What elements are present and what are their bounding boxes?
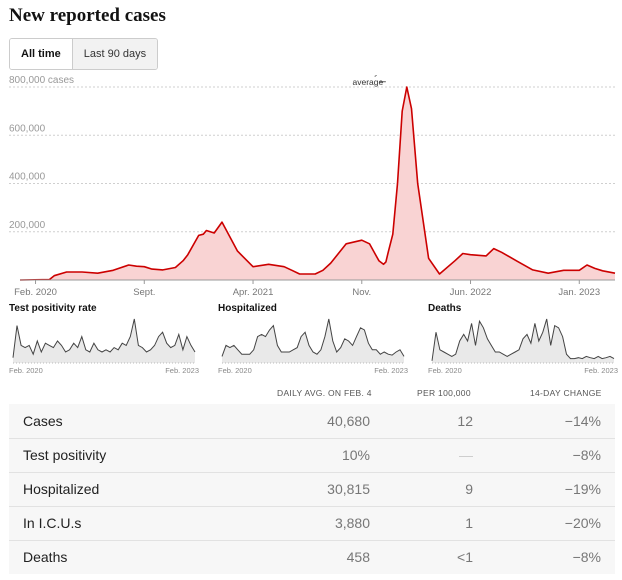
x-tick-label: Jun. 2022	[450, 287, 492, 298]
x-tick-label: Nov.	[352, 287, 371, 298]
annotation-line-2: average	[352, 77, 383, 87]
table-row-icu: In I.C.U.s 3,880 1 −20%	[9, 506, 615, 541]
mini-line	[12, 318, 196, 358]
stats-table: Cases 40,680 12 −14% Test positivity 10%…	[9, 404, 615, 574]
mini-x-label-end: Feb. 2023	[584, 366, 618, 375]
header-14-day-change: 14-DAY CHANGE	[530, 388, 602, 398]
per-100k-value: 9	[465, 481, 473, 497]
x-tick-label: Sept.	[133, 287, 155, 298]
hospitalized-plot: Feb. 2020 Feb. 2023	[218, 318, 408, 375]
x-tick-label: Jan. 2023	[558, 287, 600, 298]
y-tick-label: 200,000	[9, 220, 46, 231]
table-row-hospitalized: Hospitalized 30,815 9 −19%	[9, 472, 615, 507]
deaths-plot: Feb. 2020 Feb. 2023	[428, 318, 618, 375]
y-tick-label: 600,000	[9, 123, 46, 134]
all-time-button[interactable]: All time	[10, 39, 72, 69]
annotation-line-1: 7-day	[357, 75, 379, 77]
deaths-chart: Deaths Feb. 2020 Feb. 2023	[428, 303, 618, 378]
daily-avg-value: 10%	[341, 447, 370, 463]
last-90-days-button[interactable]: Last 90 days	[71, 39, 158, 69]
per-100k-value: 1	[465, 515, 473, 531]
test-positivity-plot: Feb. 2020 Feb. 2023	[9, 318, 199, 375]
daily-avg-value: 458	[346, 549, 370, 565]
mini-area	[432, 319, 614, 363]
daily-avg-value: 40,680	[327, 413, 370, 429]
deaths-title: Deaths	[428, 303, 462, 314]
header-per-100k: PER 100,000	[417, 388, 471, 398]
metric-label: Cases	[23, 413, 63, 429]
time-range-toggle: All time Last 90 days	[9, 38, 159, 70]
daily-avg-value: 30,815	[327, 481, 370, 497]
metric-label: Deaths	[23, 549, 68, 565]
mini-x-label-end: Feb. 2023	[165, 366, 199, 375]
daily-avg-value: 3,880	[334, 515, 370, 531]
y-tick-label: 400,000	[9, 172, 46, 183]
mini-area	[13, 319, 195, 363]
y-tick-label: 800,000 cases	[9, 75, 74, 86]
table-row-cases: Cases 40,680 12 −14%	[9, 404, 615, 439]
change-value: −14%	[564, 413, 601, 429]
change-value: −20%	[564, 515, 601, 531]
cases-chart: 200,000 400,000 600,000 800,000 cases Feb. 2…	[9, 75, 616, 298]
mini-x-label-start: Feb. 2020	[9, 366, 43, 375]
mini-area	[222, 319, 404, 363]
change-value: −8%	[572, 447, 601, 463]
header-daily-avg: DAILY AVG. ON FEB. 4	[277, 388, 372, 398]
per-100k-value: <1	[457, 549, 473, 565]
table-row-deaths: Deaths 458 <1 −8%	[9, 540, 615, 574]
mini-line	[431, 318, 615, 361]
change-value: −19%	[564, 481, 601, 497]
cases-line	[19, 86, 616, 281]
table-row-test-positivity: Test positivity 10% — −8%	[9, 438, 615, 473]
mini-x-label-end: Feb. 2023	[374, 366, 408, 375]
per-100k-value: 12	[457, 413, 473, 429]
x-tick-label: Feb. 2020	[14, 287, 57, 298]
metric-label: Test positivity	[23, 447, 107, 463]
mini-x-label-start: Feb. 2020	[218, 366, 252, 375]
change-value: −8%	[572, 549, 601, 565]
x-tick-label: Apr. 2021	[233, 287, 274, 298]
hospitalized-chart: Hospitalized Feb. 2020 Feb. 2023	[218, 303, 408, 378]
test-positivity-title: Test positivity rate	[9, 303, 97, 314]
metric-label: Hospitalized	[23, 481, 100, 497]
mini-x-label-start: Feb. 2020	[428, 366, 462, 375]
hospitalized-title: Hospitalized	[218, 303, 277, 314]
page-title: New reported cases	[9, 5, 166, 26]
per-100k-value: —	[459, 447, 473, 463]
test-positivity-chart: Test positivity rate Feb. 2020 Feb. 2023	[9, 303, 199, 378]
metric-label: In I.C.U.s	[23, 515, 82, 531]
mini-line	[221, 318, 405, 357]
